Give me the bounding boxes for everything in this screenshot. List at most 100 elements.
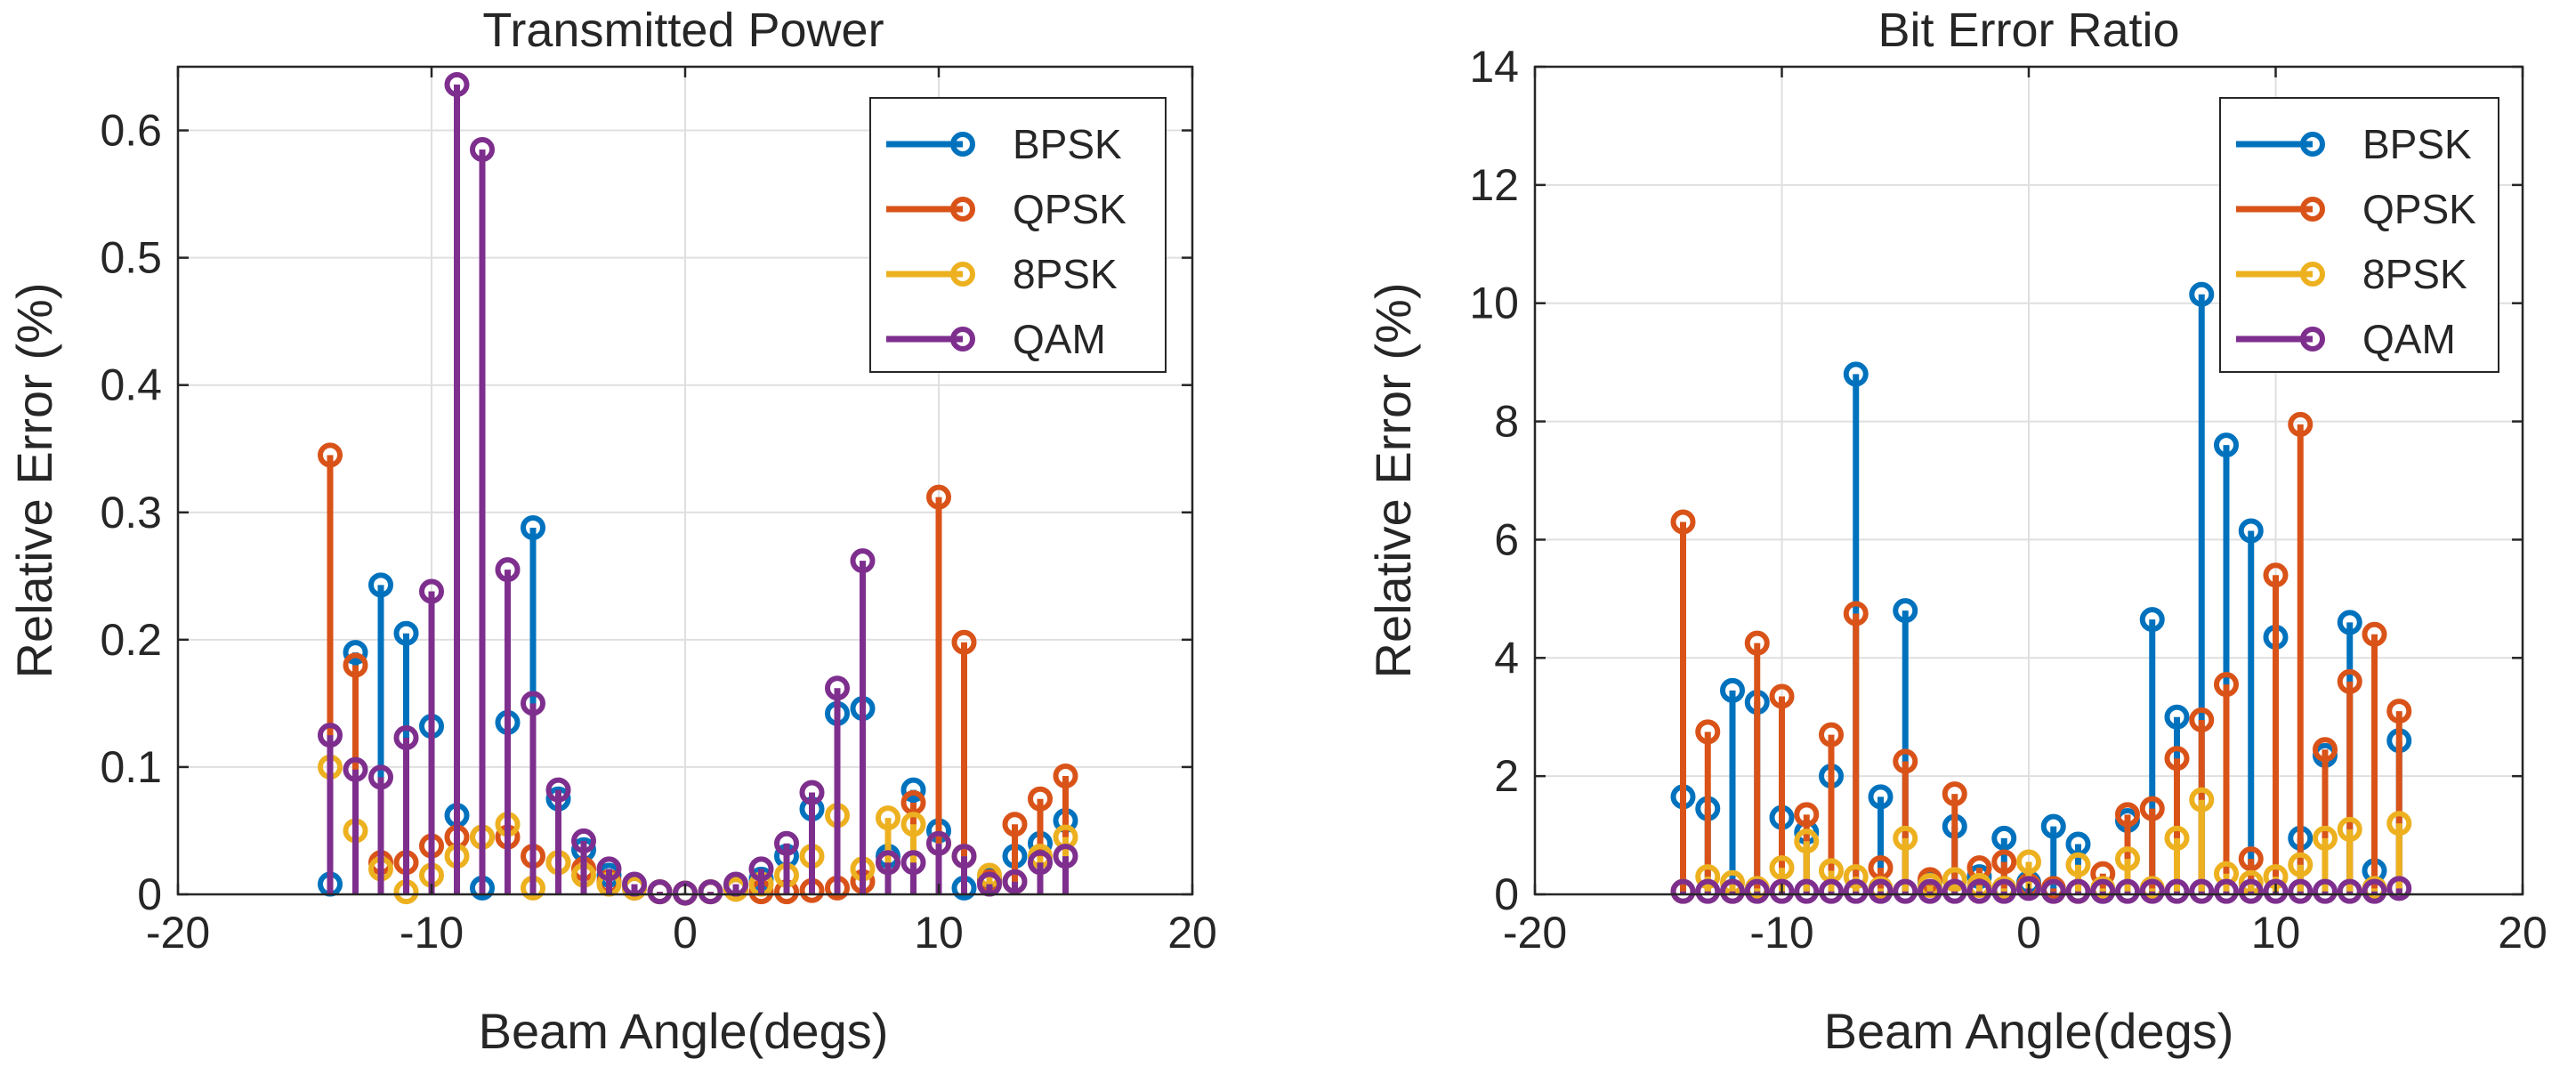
y-tick-label: 10 [1469,279,1519,328]
stem-marker [1794,802,1820,828]
stem-marker [368,572,393,598]
y-tick-label: 0 [137,869,162,919]
x-tick-label: 20 [2498,908,2548,958]
stem-marker [1695,719,1721,745]
stem-marker [1893,825,1918,851]
stem-marker [1893,878,1918,904]
stem-marker [1720,677,1745,703]
stem-marker [2337,610,2362,635]
stem-marker [2238,878,2264,904]
transmitted-power-panel: -20 -10 0 10 20 0 0.1 0.2 0.3 0.4 0.5 0.6 BPSK QPSK 8P… [6,4,1217,1059]
legend-marker [950,262,975,287]
legend: BPSK QPSK 8PSK QAM [2219,97,2499,373]
stem-marker [1942,867,1967,893]
stem-marker [1843,361,1869,387]
stem-marker [2337,816,2362,842]
y-tick-label: 6 [1494,514,1519,564]
legend-marker [2300,197,2325,222]
stem-marker [799,780,825,805]
y-tick-label: 14 [1469,42,1519,92]
stem-marker [1794,878,1820,904]
legend-label: BPSK [2362,121,2472,167]
y-tick-label: 0.5 [100,233,162,283]
y-tick-label: 0.4 [100,360,162,410]
stem-marker [1053,763,1078,788]
stem-marker [2362,878,2387,904]
stem-marker [2040,813,2066,839]
stem-marker [1819,878,1844,904]
legend-marker [950,327,975,352]
y-axis-label: Relative Error (%) [1365,283,1421,679]
plot-area: -20 -10 0 10 20 0 0.1 0.2 0.3 0.4 0.5 0.6 BPSK QPSK 8P… [100,65,1217,958]
chart-title: Transmitted Power [482,4,884,57]
stem-marker [1720,878,1745,904]
stem-marker [1843,601,1869,626]
legend-label: 8PSK [2362,251,2467,297]
stem-marker [1868,878,1894,904]
stem-marker [647,879,673,905]
legend-entry-qam: QAM [2236,316,2456,362]
stem-marker [1769,683,1795,709]
stem-marker [1002,869,1028,894]
stem-marker [1028,850,1053,876]
stem-marker [2115,878,2140,904]
legend-entry-8psk: 8PSK [886,251,1118,297]
stem-marker [2139,607,2165,633]
stem-marker [521,514,545,540]
x-axis-label: Beam Angle(degs) [479,1003,889,1059]
stem-marker [2214,672,2239,698]
legend-marker [950,197,975,222]
x-tick-label: 20 [1167,908,1217,958]
series-qam [318,72,1078,906]
y-tick-label: 8 [1494,397,1519,447]
stem-marker [2164,746,2190,772]
stem-marker [318,442,343,468]
stem-marker [951,844,977,869]
stem-marker [2040,878,2066,904]
stem-marker [1053,844,1078,869]
stem-marker [2214,432,2239,458]
y-tick-label: 4 [1494,633,1519,683]
y-tick-label: 0.6 [100,106,162,156]
stem-marker [1991,825,2017,851]
y-tick-label: 12 [1469,160,1519,210]
legend-label: QAM [1013,316,1106,362]
y-tick-label: 0 [1494,869,1519,919]
stem-marker [1670,509,1696,535]
stem-marker [2288,411,2314,437]
stem-marker [926,484,951,510]
y-tick-label: 0.1 [100,742,162,792]
stem-marker [2139,796,2165,821]
stem-marker [318,723,343,748]
stem-marker [2313,825,2338,851]
stem-marker [2313,878,2338,904]
stem-marker [2288,878,2314,904]
chart-title: Bit Error Ratio [1877,4,2179,57]
stem-marker [900,850,926,876]
x-tick-label: 0 [2016,908,2041,958]
x-tick-label: -10 [400,908,464,958]
stem-marker [2263,878,2289,904]
legend-entry-bpsk: BPSK [886,121,1122,167]
legend-marker [2300,262,2325,287]
stem-marker [2189,787,2215,812]
stem-marker [1991,878,2017,904]
legend-label: 8PSK [1013,251,1118,297]
y-tick-label: 0.2 [100,615,162,665]
stem-marker [1843,878,1869,904]
stem-marker [2337,878,2362,904]
stem-marker [951,629,977,655]
stem-marker [2164,878,2190,904]
stem-marker [2362,621,2387,647]
stem-marker [2115,802,2140,828]
stem-marker [2313,737,2338,763]
x-tick-label: -20 [1503,908,1567,958]
stem-marker [2386,811,2412,837]
stem-marker [2164,704,2190,730]
stem-marker [343,640,368,666]
legend-label: QPSK [1013,186,1126,232]
stem-marker [1966,878,1992,904]
legend-entry-8psk: 8PSK [2236,251,2467,297]
stem-marker [2214,878,2239,904]
